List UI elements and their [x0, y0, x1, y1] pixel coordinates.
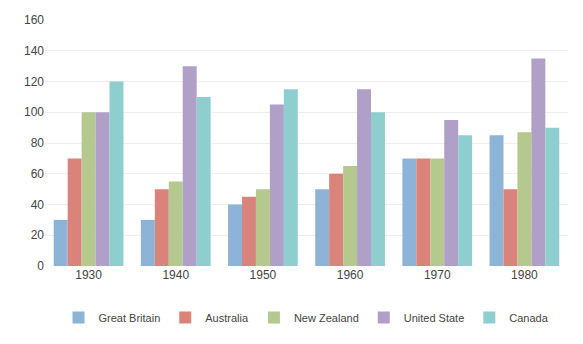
svg-text:United State: United State [404, 312, 465, 324]
svg-text:140: 140 [24, 44, 44, 58]
svg-text:1970: 1970 [424, 268, 451, 282]
svg-text:80: 80 [31, 136, 45, 150]
svg-text:Great Britain: Great Britain [99, 312, 161, 324]
svg-text:120: 120 [24, 75, 44, 89]
svg-text:1930: 1930 [75, 268, 102, 282]
svg-text:0: 0 [37, 259, 44, 273]
svg-text:40: 40 [31, 198, 45, 212]
svg-text:Australia: Australia [205, 312, 249, 324]
svg-text:New Zealand: New Zealand [294, 312, 359, 324]
svg-text:60: 60 [31, 167, 45, 181]
svg-text:1950: 1950 [250, 268, 277, 282]
svg-text:100: 100 [24, 105, 44, 119]
svg-text:20: 20 [31, 228, 45, 242]
svg-text:1940: 1940 [162, 268, 189, 282]
svg-text:Canada: Canada [509, 312, 548, 324]
svg-text:160: 160 [24, 13, 44, 27]
svg-text:1980: 1980 [511, 268, 538, 282]
svg-text:1960: 1960 [337, 268, 364, 282]
